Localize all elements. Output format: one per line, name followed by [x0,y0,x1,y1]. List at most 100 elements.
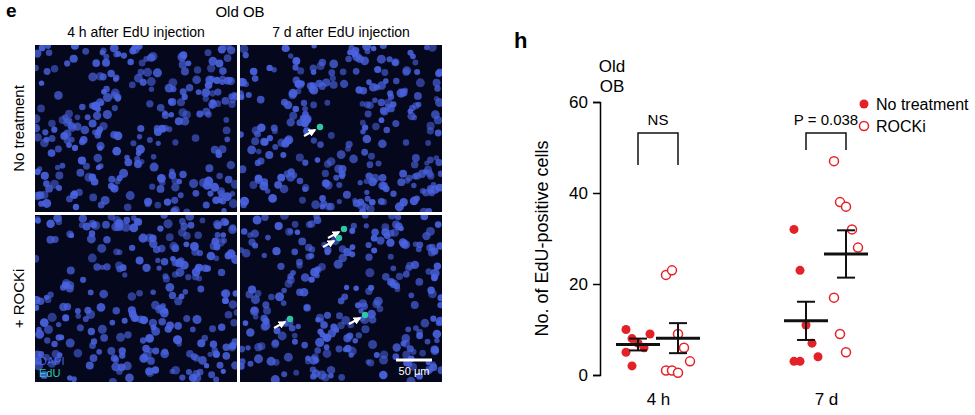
nucleus [124,203,131,210]
column-label: 4 h after EdU injection [67,24,205,40]
nucleus [410,53,416,59]
nucleus [262,301,269,308]
nucleus [227,161,235,169]
nucleus [369,199,376,206]
nucleus [208,371,215,378]
nucleus [101,196,110,205]
nucleus [89,119,97,127]
nucleus [416,102,422,108]
nucleus [322,334,328,340]
channel-label: DAPI [39,355,65,367]
nucleus [208,57,217,66]
nucleus [265,235,271,241]
nucleus [76,169,84,177]
nucleus [166,233,174,241]
data-point [668,266,677,275]
nucleus [129,82,136,89]
nucleus [349,251,355,257]
nucleus [272,339,279,346]
nucleus [412,154,420,162]
nucleus [203,181,212,190]
nucleus [114,131,123,140]
nucleus [216,173,223,180]
nucleus [364,223,369,228]
nucleus [307,82,314,89]
nucleus [66,338,75,347]
nucleus [317,141,324,148]
nucleus [345,56,351,62]
nucleus [169,112,174,117]
nucleus [110,45,119,53]
y-tick-mark [593,102,600,104]
nucleus [231,180,237,189]
nucleus [322,180,330,188]
nucleus [275,222,283,230]
legend-label: ROCKi [876,118,926,135]
nucleus [207,191,213,197]
nucleus [240,202,246,208]
nucleus [379,117,385,123]
nucleus [149,52,158,61]
nucleus [351,223,357,229]
nucleus [157,225,163,231]
nucleus [421,319,430,328]
nucleus [91,221,100,230]
nucleus [128,292,136,300]
channel-label: EdU [39,367,60,379]
nucleus [191,248,199,256]
nucleus [75,115,81,121]
x-tick: 4 h [647,390,671,409]
nucleus [51,341,57,347]
nucleus [323,349,332,358]
nucleus [145,201,151,207]
nucleus [51,65,58,72]
nucleus [186,60,192,66]
nucleus [35,218,41,224]
nucleus [431,275,437,281]
nucleus [281,300,287,306]
nucleus [412,60,418,66]
nucleus [89,194,97,202]
nucleus [338,374,345,381]
nucleus [390,279,399,288]
nucleus [395,222,403,230]
y-tick-mark [593,284,600,286]
nucleus [134,160,142,168]
nucleus [302,184,309,191]
nucleus [107,70,115,78]
nucleus [35,304,39,311]
nucleus [336,346,343,353]
nucleus [206,76,214,84]
nucleus [209,325,216,332]
nucleus [139,354,148,363]
nucleus [155,202,162,209]
nucleus [46,236,54,244]
nucleus [437,302,442,308]
nucleus [189,179,198,188]
nucleus [327,203,335,211]
nucleus [322,170,329,177]
nucleus [183,315,190,322]
nucleus [356,55,364,63]
nucleus [166,126,172,132]
nucleus [107,347,115,355]
nucleus [157,185,165,193]
nucleus [381,199,387,205]
nucleus [131,45,137,51]
data-point [622,325,631,334]
nucleus [386,239,394,247]
nucleus [37,105,45,113]
nucleus [220,232,226,238]
nucleus [194,66,201,73]
nucleus [225,311,233,319]
nucleus [319,59,326,66]
nucleus [257,157,264,164]
nucleus [178,228,187,237]
comparison-label: NS [648,111,669,128]
nucleus [406,175,413,182]
nucleus [422,232,430,240]
nucleus [243,52,249,58]
nucleus [205,49,212,56]
nucleus [202,88,210,96]
nucleus [288,53,293,58]
